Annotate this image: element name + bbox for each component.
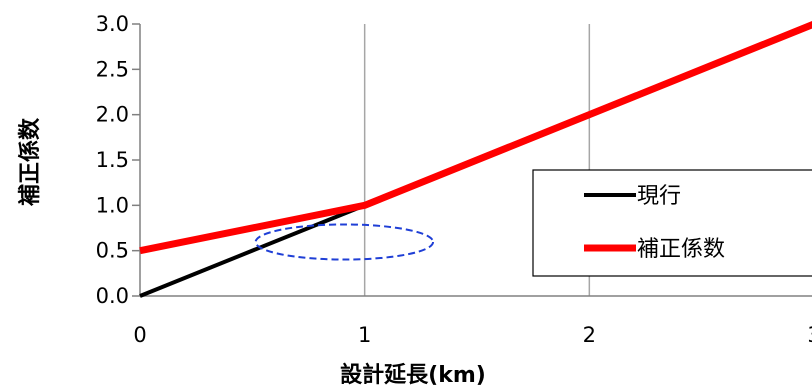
y-tick-label: 2.0 (96, 103, 129, 127)
series-line-2 (139, 21, 812, 255)
y-tick-labels: 0.0 0.5 1.0 1.5 2.0 2.5 3.0 (96, 12, 129, 308)
y-tick-label: 1.5 (96, 148, 129, 172)
y-tick-label: 0.5 (96, 239, 129, 263)
x-tick-labels: 0 1 2 3 (133, 323, 812, 347)
highlight-ellipse (254, 223, 435, 261)
series-lines (139, 21, 812, 298)
y-tick-label: 1.0 (96, 193, 129, 217)
x-tick-label: 3 (807, 323, 812, 347)
annotation (254, 223, 435, 261)
y-axis-title: 補正係数 (17, 117, 43, 207)
legend-label-2: 補正係数 (637, 237, 725, 262)
x-tick-label: 1 (358, 323, 371, 347)
y-tick-label: 0.0 (96, 284, 129, 308)
x-axis-title: 設計延長(km) (340, 362, 486, 388)
x-tick-label: 2 (583, 323, 596, 347)
legend-label-1: 現行 (637, 184, 681, 209)
legend-box (532, 169, 812, 277)
x-tick-label: 0 (133, 323, 146, 347)
y-tick-label: 2.5 (96, 57, 129, 81)
y-tick-label: 3.0 (96, 12, 129, 36)
series-line-1 (139, 203, 366, 298)
